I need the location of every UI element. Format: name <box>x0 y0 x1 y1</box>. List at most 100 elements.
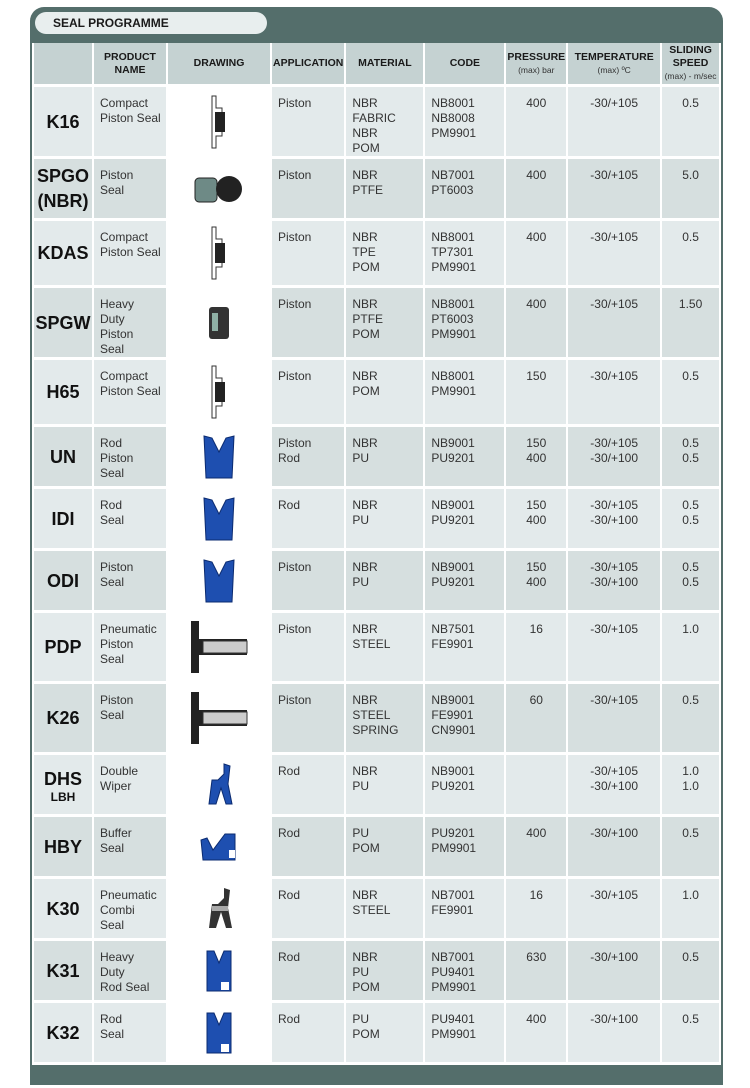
seal-code: K32 <box>34 1003 92 1065</box>
application: Rod <box>272 941 345 1003</box>
application: Piston <box>272 360 345 427</box>
sliding-speed: 1.50 <box>662 288 719 360</box>
drawing-cell <box>168 817 270 879</box>
material: NBR STEEL SPRING <box>346 684 424 755</box>
temperature: -30/+105 <box>568 879 661 941</box>
pressure: 400 <box>506 288 567 360</box>
table-row: ODI Piston Seal Piston NBR PU NB9001 PU9201 150 4… <box>34 551 719 613</box>
seal-id: IDI <box>51 508 75 529</box>
seal-id: HBY <box>43 836 82 857</box>
product-name: Piston Seal <box>94 159 166 221</box>
seal-id: K31 <box>46 960 80 981</box>
product-name: Compact Piston Seal <box>94 360 166 427</box>
drawing-cell <box>168 427 270 489</box>
seal-id: K32 <box>46 1022 80 1043</box>
seal-code: K30 <box>34 879 92 941</box>
v-blue-seal-drawing-icon <box>204 950 234 997</box>
speed-label: SLIDING SPEED <box>669 44 712 69</box>
piston-gray-seal-drawing-icon <box>204 226 234 284</box>
temperature: -30/+105 -30/+100 <box>568 427 661 489</box>
product-name: Pneumatic Piston Seal <box>94 613 166 684</box>
code-values: NB9001 PU9201 <box>425 489 505 551</box>
sliding-speed: 1.0 <box>662 879 719 941</box>
drawing-cell <box>168 613 270 684</box>
drawing-cell <box>168 360 270 427</box>
product-name: Rod Seal <box>94 489 166 551</box>
application: Piston <box>272 551 345 613</box>
material: NBR PU POM <box>346 941 424 1003</box>
seal-id: SPGO <box>36 165 89 186</box>
table-row: KDAS Compact Piston Seal Piston NBR TPE POM NB8… <box>34 221 719 288</box>
code-values: NB9001 PU9201 <box>425 427 505 489</box>
product-name: Buffer Seal <box>94 817 166 879</box>
temperature-unit: (max) ºC <box>597 64 631 75</box>
pressure: 630 <box>506 941 567 1003</box>
drawing-cell <box>168 755 270 817</box>
seal-sub-id: (NBR) <box>37 190 89 211</box>
table-row: K30 Pneumatic Combi Seal Rod NBR STEEL NB7001 FE… <box>34 879 719 941</box>
drawing-cell <box>168 288 270 360</box>
table-row: K31 Heavy Duty Rod Seal Rod NBR PU POM NB7001 PU9… <box>34 941 719 1003</box>
drawing-cell <box>168 87 270 159</box>
table-row: K16 Compact Piston Seal Piston NBR FABRIC NBR… <box>34 87 719 159</box>
pressure <box>506 755 567 817</box>
sliding-speed: 1.0 1.0 <box>662 755 719 817</box>
oring-seal-drawing-icon <box>191 175 247 209</box>
table-row: UN Rod Piston Seal Piston Rod NBR PU NB9001 PU920… <box>34 427 719 489</box>
page-title: SEAL PROGRAMME <box>35 12 267 34</box>
material: PU POM <box>346 1003 424 1065</box>
product-name: Heavy Duty Rod Seal <box>94 941 166 1003</box>
table-row: IDI Rod Seal Rod NBR PU NB9001 PU9201 150 400 -30/… <box>34 489 719 551</box>
application: Piston <box>272 684 345 755</box>
temperature: -30/+100 <box>568 941 661 1003</box>
drawing-cell <box>168 159 270 221</box>
code-values: NB7001 PT6003 <box>425 159 505 221</box>
code-values: NB8001 NB8008 PM9901 <box>425 87 505 159</box>
material: PU POM <box>346 817 424 879</box>
temperature-label: TEMPERATURE <box>574 50 654 63</box>
material: NBR PU <box>346 427 424 489</box>
code-values: NB8001 PM9901 <box>425 360 505 427</box>
application: Piston <box>272 159 345 221</box>
table-row: PDP Pneumatic Piston Seal Piston NBR STEEL NB75… <box>34 613 719 684</box>
seal-code: PDP <box>34 613 92 684</box>
header-code: CODE <box>425 43 505 87</box>
application: Rod <box>272 489 345 551</box>
temperature: -30/+105 <box>568 159 661 221</box>
temperature: -30/+105 <box>568 684 661 755</box>
material: NBR PTFE <box>346 159 424 221</box>
drawing-cell <box>168 489 270 551</box>
sliding-speed: 0.5 0.5 <box>662 427 719 489</box>
pressure: 400 <box>506 159 567 221</box>
product-name: Double Wiper <box>94 755 166 817</box>
temperature: -30/+105 <box>568 288 661 360</box>
temperature: -30/+105 <box>568 360 661 427</box>
u-blue-seal-drawing-icon <box>202 496 236 545</box>
code-values: PU9201 PM9901 <box>425 817 505 879</box>
sliding-speed: 0.5 0.5 <box>662 551 719 613</box>
pressure: 150 400 <box>506 489 567 551</box>
temperature: -30/+105 <box>568 221 661 288</box>
seal-code: HBY <box>34 817 92 879</box>
application: Piston Rod <box>272 427 345 489</box>
pressure: 400 <box>506 1003 567 1065</box>
temperature: -30/+105 -30/+100 <box>568 755 661 817</box>
pressure: 150 400 <box>506 427 567 489</box>
temperature: -30/+105 -30/+100 <box>568 489 661 551</box>
seal-code: KDAS <box>34 221 92 288</box>
drawing-cell <box>168 879 270 941</box>
header-pressure: PRESSURE (max) bar <box>506 43 567 87</box>
product-name: Piston Seal <box>94 684 166 755</box>
header-speed: SLIDING SPEED (max) - m/sec <box>662 43 719 87</box>
code-values: NB7001 PU9401 PM9901 <box>425 941 505 1003</box>
application: Piston <box>272 288 345 360</box>
wiper-blue-seal-drawing-icon <box>204 762 234 811</box>
seal-code: DHS LBH <box>34 755 92 817</box>
header-temperature: TEMPERATURE (max) ºC <box>568 43 661 87</box>
u-blue-seal-drawing-icon <box>202 558 236 607</box>
temperature: -30/+100 <box>568 817 661 879</box>
drawing-cell <box>168 551 270 613</box>
table-row: SPGO (NBR) Piston Seal Piston NBR PTFE NB7001 PT… <box>34 159 719 221</box>
table-row: SPGW Heavy Duty Piston Seal Piston NBR PTFE POM N… <box>34 288 719 360</box>
application: Piston <box>272 613 345 684</box>
